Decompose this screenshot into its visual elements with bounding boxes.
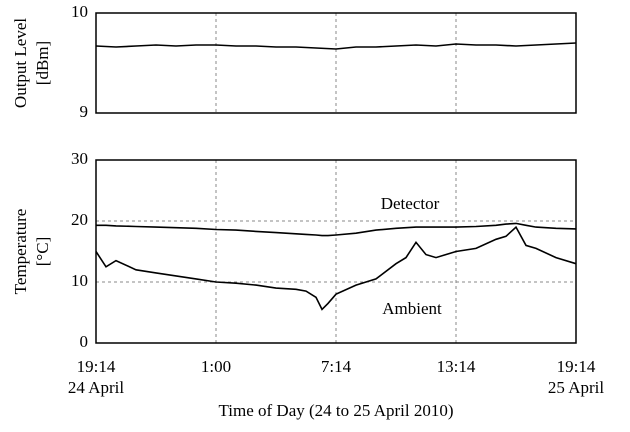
y-tick-label: 20 <box>71 210 88 229</box>
x-date-label: 25 April <box>548 378 604 397</box>
series-label: Detector <box>381 194 440 213</box>
y-axis-unit: [dBm] <box>33 41 52 85</box>
y-tick-label: 10 <box>71 271 88 290</box>
y-axis-label: Temperature <box>11 209 30 295</box>
y-axis-label: Output Level <box>11 18 30 108</box>
series-label: Ambient <box>382 299 442 318</box>
x-tick-label: 19:14 <box>557 357 596 376</box>
x-tick-label: 19:14 <box>77 357 116 376</box>
x-tick-label: 7:14 <box>321 357 352 376</box>
data-line <box>96 222 577 237</box>
data-line <box>95 42 577 50</box>
x-axis-label: Time of Day (24 to 25 April 2010) <box>218 401 453 420</box>
y-tick-label: 10 <box>71 2 88 21</box>
y-tick-label: 9 <box>80 102 89 121</box>
y-tick-label: 30 <box>71 149 88 168</box>
plot-frame <box>95 12 577 114</box>
x-date-label: 24 April <box>68 378 124 397</box>
data-line <box>95 225 577 311</box>
y-tick-label: 0 <box>80 332 89 351</box>
y-axis-unit: [°C] <box>33 237 52 266</box>
x-tick-label: 13:14 <box>437 357 476 376</box>
x-tick-label: 1:00 <box>201 357 231 376</box>
